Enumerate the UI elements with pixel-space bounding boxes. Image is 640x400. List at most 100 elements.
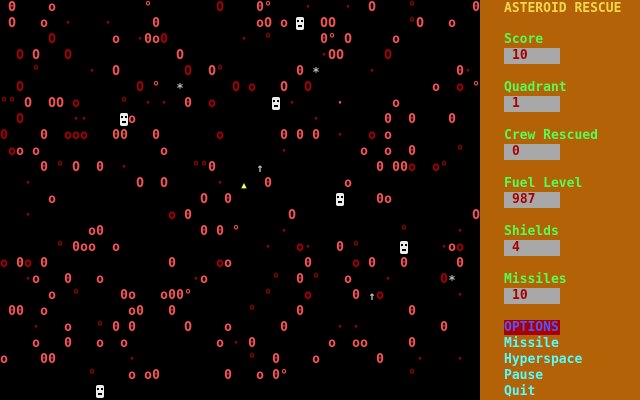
asteroid: · [320,48,328,63]
asteroid: O [184,64,192,79]
spark-icon: * [448,273,456,287]
asteroid: 0 [64,336,72,351]
asteroid: O [280,80,288,95]
asteroid: 0 [224,368,232,383]
asteroid: · [352,320,360,335]
asteroid: 0 [176,288,184,303]
asteroid: o [24,256,32,271]
asteroid: 0 [352,288,360,303]
asteroid: 0 [448,112,456,127]
asteroid: O [160,176,168,191]
asteroid: ° [152,80,160,95]
asteroid: o [448,16,456,31]
asteroid: o [296,240,304,255]
asteroid: 0 [168,304,176,319]
menu-item-missile[interactable]: Missile [504,336,559,351]
asteroid: ° [408,0,416,15]
asteroid: ° [408,368,416,383]
asteroid: O [48,32,56,47]
asteroid: ° [96,320,104,335]
asteroid: · [24,208,32,223]
asteroid: ° [264,288,272,303]
asteroid: ° [184,288,192,303]
asteroid: ° [456,144,464,159]
asteroid: 0 [120,128,128,143]
asteroid: ° [280,368,288,383]
asteroid: O [320,16,328,31]
asteroid: 0 [168,256,176,271]
asteroid: 0 [48,352,56,367]
game-title: ASTEROID RESCUE [504,1,622,16]
asteroid: 0 [96,160,104,175]
asteroid: 0 [408,304,416,319]
asteroid: 0 [408,144,416,159]
asteroid: 0 [64,272,72,287]
asteroid: · [72,112,80,127]
asteroid: o [216,128,224,143]
asteroid: o [256,16,264,31]
asteroid: · [456,224,464,239]
asteroid: O [72,160,80,175]
asteroid: · [336,128,344,143]
asteroid: 0 [320,32,328,47]
stat-value-score: 10 [504,48,560,64]
asteroid: o [360,144,368,159]
direction-marker-icon: ↑ [256,161,264,175]
asteroid: 0 [8,304,16,319]
asteroid: o [392,96,400,111]
asteroid: o [216,336,224,351]
asteroid: 0 [120,288,128,303]
asteroid: o [304,288,312,303]
asteroid: 0 [336,240,344,255]
asteroid: o [392,32,400,47]
asteroid: O [344,32,352,47]
asteroid: 0 [112,320,120,335]
asteroid: o [160,288,168,303]
stat-label-score: Score [504,32,544,47]
asteroid: o [64,128,72,143]
asteroid: o [328,336,336,351]
asteroid: o [456,80,464,95]
menu-item-quit[interactable]: Quit [504,384,536,399]
asteroid: Θ [8,0,16,15]
asteroid: 0 [72,240,80,255]
asteroid: O [208,64,216,79]
asteroid: 0 [368,256,376,271]
asteroid: · [280,224,288,239]
asteroid: O [472,208,480,223]
asteroid: ° [56,160,64,175]
asteroid: · [336,320,344,335]
asteroid: · [304,0,312,15]
crew-member [400,241,408,254]
asteroid: · [120,160,128,175]
asteroid: · [160,96,168,111]
asteroid: 0 [392,160,400,175]
asteroid: ° [8,96,16,111]
asteroid: · [88,64,96,79]
menu-item-hyperspace[interactable]: Hyperspace [504,352,583,367]
asteroid: 0 [168,288,176,303]
asteroid: o [408,160,416,175]
asteroid: O [16,80,24,95]
asteroid: 0 [136,304,144,319]
asteroid: 0 [144,32,152,47]
asteroid: O [48,96,56,111]
asteroid: 0 [408,112,416,127]
asteroid: · [240,32,248,47]
asteroid: 0 [376,160,384,175]
asteroid: O [136,80,144,95]
asteroid: 0 [264,176,272,191]
asteroid: o [128,304,136,319]
asteroid: 0 [456,64,464,79]
menu-item-pause[interactable]: Pause [504,368,544,383]
asteroid: o [432,80,440,95]
asteroid: o [120,336,128,351]
direction-marker-icon: ↑ [368,289,376,303]
asteroid: · [264,240,272,255]
crew-member [296,17,304,30]
asteroid: ° [352,240,360,255]
asteroid: o [168,208,176,223]
asteroid: ° [88,368,96,383]
asteroid: o [80,240,88,255]
